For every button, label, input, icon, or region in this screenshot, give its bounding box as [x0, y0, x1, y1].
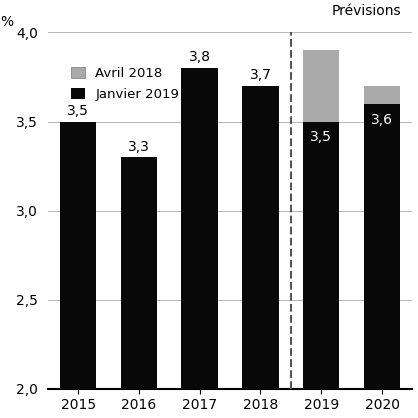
Bar: [60, 122, 96, 389]
Bar: [181, 68, 218, 389]
Text: 3,7: 3,7: [250, 68, 271, 82]
Bar: [303, 122, 339, 389]
Text: 3,8: 3,8: [189, 51, 211, 64]
Bar: [303, 50, 339, 389]
Text: 3,6: 3,6: [371, 112, 393, 127]
Text: 3,3: 3,3: [128, 140, 150, 153]
Bar: [364, 104, 400, 389]
Bar: [121, 157, 157, 389]
Text: %: %: [0, 15, 13, 29]
Legend: Avril 2018, Janvier 2019: Avril 2018, Janvier 2019: [69, 64, 182, 103]
Text: 3,5: 3,5: [67, 104, 89, 118]
Text: 3,5: 3,5: [310, 130, 332, 144]
Bar: [364, 86, 400, 389]
Text: Prévisions: Prévisions: [332, 4, 402, 18]
Bar: [242, 86, 279, 389]
